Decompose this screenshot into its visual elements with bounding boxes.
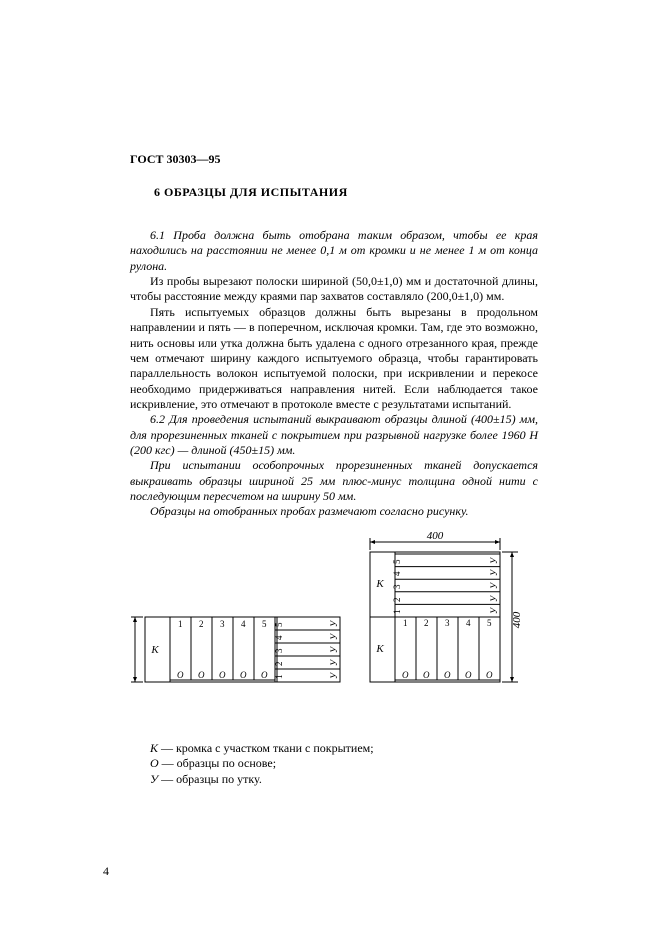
svg-text:О: О — [198, 670, 205, 680]
left-horizontal-strips: 1 2 3 4 5 У У У У У — [274, 617, 340, 682]
svg-text:4: 4 — [241, 619, 246, 629]
svg-text:О: О — [219, 670, 226, 680]
right-bottom-strips: 1 2 3 4 5 О О О О О — [395, 617, 500, 682]
svg-text:О: О — [465, 670, 472, 680]
svg-text:2: 2 — [392, 597, 402, 602]
svg-text:1: 1 — [403, 618, 408, 628]
left-K: К — [150, 644, 159, 656]
dim-right: 400 — [511, 611, 523, 628]
svg-text:У: У — [489, 595, 499, 602]
legend-O: О — образцы по основе; — [130, 756, 538, 772]
document-id: ГОСТ 30303—95 — [130, 152, 538, 167]
svg-text:У: У — [329, 659, 339, 666]
svg-text:3: 3 — [392, 584, 402, 589]
svg-text:4: 4 — [274, 635, 284, 640]
svg-text:У: У — [329, 633, 339, 640]
svg-text:5: 5 — [262, 619, 267, 629]
svg-text:У: У — [329, 646, 339, 653]
svg-text:1: 1 — [392, 609, 402, 614]
para-2: Из пробы вырезают полоски шириной (50,0±… — [130, 274, 538, 305]
right-K-top: К — [375, 578, 384, 590]
para-4: 6.2 Для проведения испытаний выкраивают … — [130, 412, 538, 458]
svg-text:У: У — [489, 557, 499, 564]
svg-text:5: 5 — [274, 622, 284, 627]
para-5: При испытании особопрочных прорезиненных… — [130, 458, 538, 504]
svg-text:О: О — [423, 670, 430, 680]
right-block: 400 400 1 2 — [370, 532, 523, 682]
svg-text:У: У — [489, 569, 499, 576]
right-K-bot: К — [375, 643, 384, 655]
svg-text:3: 3 — [220, 619, 225, 629]
section-title: 6 ОБРАЗЦЫ ДЛЯ ИСПЫТАНИЯ — [154, 185, 538, 200]
para-6: Образцы на отобранных пробах размечают с… — [130, 504, 538, 519]
svg-text:2: 2 — [424, 618, 429, 628]
svg-text:О: О — [402, 670, 409, 680]
figure: 400 400 1 2 — [130, 532, 538, 727]
page-number: 4 — [103, 864, 109, 879]
dim-top: 400 — [427, 532, 444, 542]
svg-text:У: У — [489, 582, 499, 589]
svg-text:У: У — [489, 607, 499, 614]
right-top-strips: 1 2 3 4 5 У У У У У — [392, 552, 500, 617]
legend: К — кромка с участком ткани с покрытием;… — [130, 741, 538, 788]
svg-text:1: 1 — [274, 674, 284, 679]
legend-K: К — кромка с участком ткани с покрытием; — [130, 741, 538, 757]
svg-text:4: 4 — [392, 571, 402, 576]
svg-text:5: 5 — [487, 618, 492, 628]
svg-text:2: 2 — [274, 661, 284, 666]
svg-text:О: О — [177, 670, 184, 680]
svg-text:1: 1 — [178, 619, 183, 629]
svg-text:У: У — [329, 620, 339, 627]
svg-text:О: О — [486, 670, 493, 680]
legend-U: У — образцы по утку. — [130, 772, 538, 788]
svg-text:5: 5 — [392, 559, 402, 564]
dim-left: 400 — [130, 644, 132, 661]
svg-text:О: О — [444, 670, 451, 680]
left-vertical-strips: 1 2 3 4 5 О О О О О — [170, 617, 275, 682]
svg-text:3: 3 — [274, 648, 284, 653]
left-block: 400 К 1 2 3 4 5 — [130, 617, 340, 682]
svg-text:О: О — [261, 670, 268, 680]
svg-text:О: О — [240, 670, 247, 680]
para-3: Пять испытуемых образцов должны быть выр… — [130, 305, 538, 413]
figure-svg: 400 400 1 2 — [130, 532, 538, 727]
svg-text:4: 4 — [466, 618, 471, 628]
svg-text:3: 3 — [445, 618, 450, 628]
svg-text:У: У — [329, 672, 339, 679]
svg-text:2: 2 — [199, 619, 204, 629]
para-1: 6.1 Проба должна быть отобрана таким обр… — [130, 228, 538, 274]
